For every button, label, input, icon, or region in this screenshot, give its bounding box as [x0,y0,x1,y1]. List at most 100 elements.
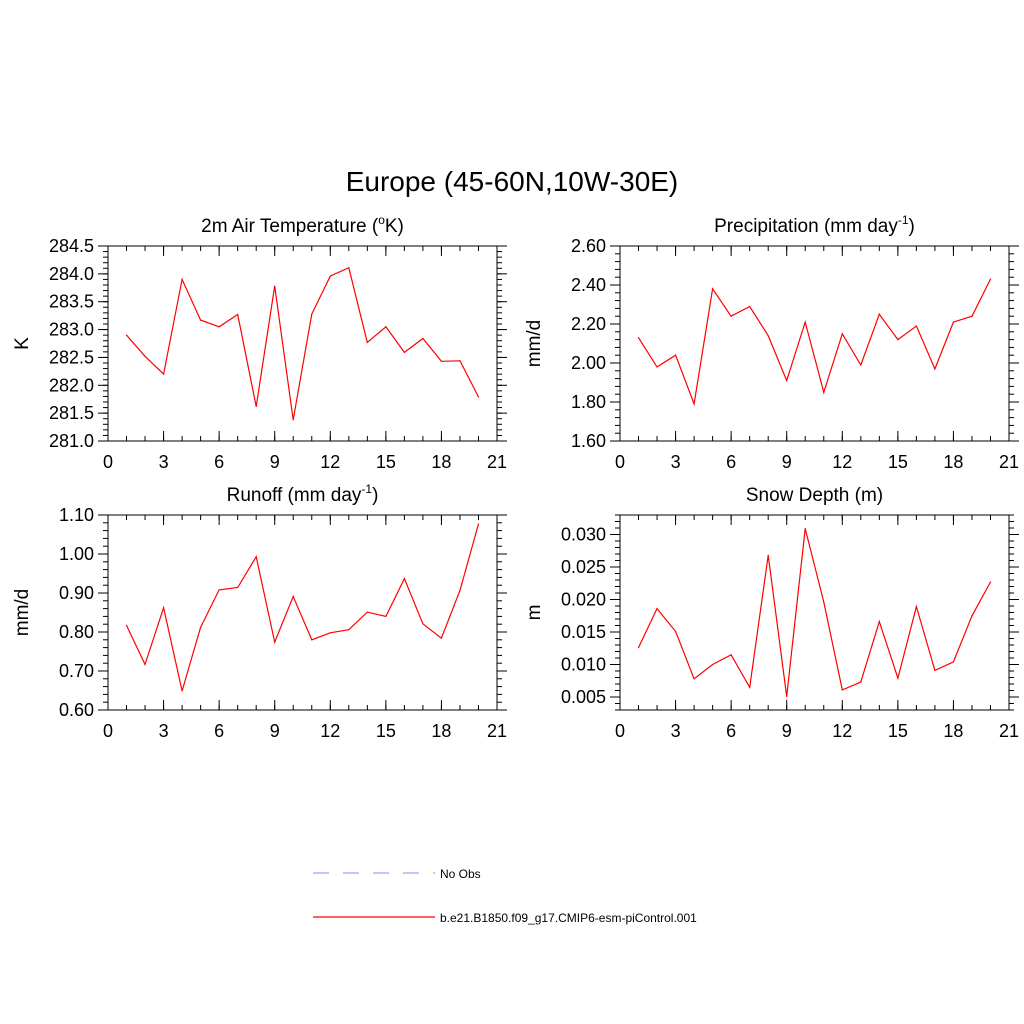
chart-panel-4: Snow Depth (m) m 0 3 6 9 12 15 18 21 0.005 0.010 0.0… [524,485,1019,741]
data-point [292,595,294,598]
data-point [823,391,825,393]
data-point [637,337,640,339]
chart-panel-3: Runoff (mm day-1) mm/d 0 3 6 9 12 15 18 21 0.60 0.7… [12,482,507,741]
panel-title-suffix: ) [909,216,915,237]
x-tick-label: 6 [214,721,224,741]
data-point [786,695,788,697]
data-point [385,326,387,328]
x-tick-label: 12 [832,721,852,741]
y-axis-label: mm/d [524,320,545,368]
x-tick-label: 9 [782,721,792,741]
data-point [897,339,899,341]
y-tick-label: 0.80 [59,622,94,642]
data-point [934,669,936,671]
data-point [125,334,128,336]
data-point [181,690,183,692]
data-point [237,586,239,589]
data-point [162,373,165,375]
x-tick-label: 3 [159,721,169,741]
y-tick-label: 1.00 [59,544,94,564]
x-tick-label: 3 [671,721,681,741]
x-tick-label: 9 [270,452,280,472]
series-line [637,278,992,407]
data-point [749,686,751,688]
data-point [767,554,769,556]
panel-title-text: 2m Air Temperature ( [201,216,379,237]
legend-label: No Obs [440,867,481,881]
x-tick-label: 0 [103,452,113,472]
panel-title-text: Precipitation (mm day [714,216,898,237]
chart-panel-2: Precipitation (mm day-1) mm/d 0 3 6 9 12 15 18 21… [524,213,1019,472]
series-line [125,523,480,692]
chart-panel-1: 2m Air Temperature (oK) K 0 3 6 9 12 15 18 21 281.… [12,213,507,472]
x-tick-label: 9 [782,452,792,472]
data-point [181,278,183,281]
data-point [897,677,899,679]
data-point [403,577,405,580]
x-tick-label: 0 [615,721,625,741]
x-tick-label: 21 [487,452,507,472]
legend-item-1: No Obs [313,867,481,881]
data-point [730,654,732,656]
y-tick-label: 284.0 [49,264,94,284]
data-point [934,368,936,370]
data-point [403,351,405,354]
y-tick-label: 282.5 [49,347,94,367]
panel-title: Precipitation (mm day-1) [714,213,915,237]
panel-title-suffix: K) [385,216,404,237]
data-point [656,608,658,610]
y-tick-label: 0.60 [59,700,94,720]
y-tick-label: 1.60 [571,431,606,451]
y-tick-label: 281.5 [49,403,94,423]
data-point [989,278,992,280]
y-tick-label: 2.20 [571,314,606,334]
x-tick-label: 15 [376,721,396,741]
panels: 2m Air Temperature (oK) K 0 3 6 9 12 15 18 21 281.… [12,213,1019,741]
y-tick-label: 281.0 [49,431,94,451]
data-point [477,396,480,398]
data-point [459,360,461,362]
x-tick-label: 6 [726,721,736,741]
y-tick-label: 0.025 [561,557,606,577]
data-point [385,615,387,618]
data-point [144,663,146,665]
panel-title-superscript: -1 [898,213,909,227]
plot-frame [107,514,498,711]
data-point [971,315,973,317]
data-point [749,305,751,308]
legend-label: b.e21.B1850.f09_g17.CMIP6-esm-piControl.… [440,911,697,925]
panel-title-suffix: ) [372,485,378,506]
y-tick-label: 283.0 [49,320,94,340]
data-point [311,313,313,315]
y-axis-label: mm/d [12,589,33,637]
data-point [841,333,843,335]
data-point [311,639,313,641]
series-line [637,528,992,697]
y-tick-label: 1.80 [571,392,606,412]
data-point [860,364,862,366]
data-point [767,335,769,337]
y-axis-label: K [12,337,33,350]
legend: No Obs b.e21.B1850.f09_g17.CMIP6-esm-piCo… [313,867,697,925]
y-tick-label: 0.030 [561,525,606,545]
data-point [971,615,973,617]
y-tick-label: 0.020 [561,590,606,610]
x-tick-label: 0 [615,452,625,472]
series-line [126,266,480,420]
data-point [952,321,955,323]
data-point [656,366,658,368]
figure-title: Europe (45-60N,10W-30E) [346,166,679,197]
data-point [878,621,880,623]
data-point [637,647,640,649]
data-point [730,315,732,317]
data-point [712,288,714,290]
data-point [292,419,294,421]
panel-title-text: Runoff (mm day [227,485,362,506]
data-point [804,528,806,530]
x-tick-label: 6 [726,452,736,472]
data-point [786,379,788,382]
data-point [915,606,917,608]
x-tick-label: 12 [832,452,852,472]
x-tick-label: 21 [999,721,1019,741]
